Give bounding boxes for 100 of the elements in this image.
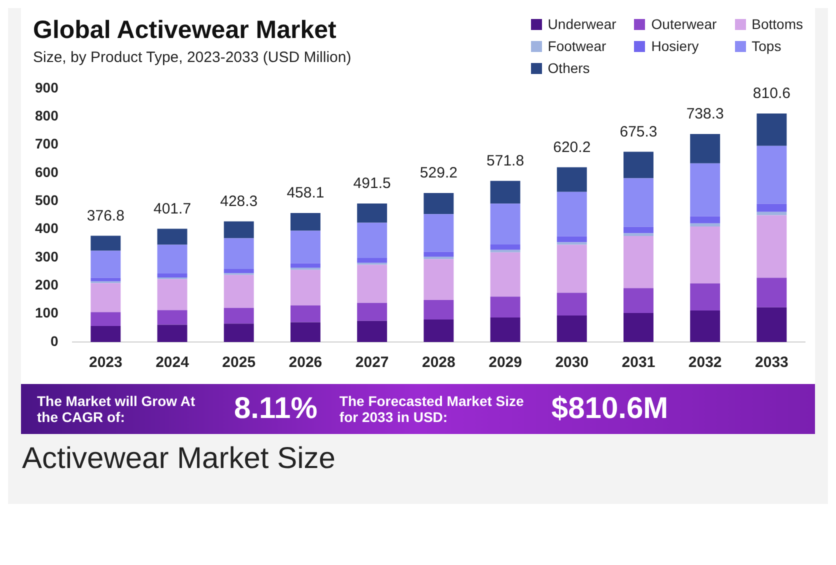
total-label: 620.2 (553, 138, 591, 156)
total-label: 458.1 (286, 184, 324, 202)
x-tick-label: 2027 (355, 354, 389, 372)
y-tick-label: 700 (35, 136, 59, 152)
bar (157, 274, 188, 278)
legend-label: Underwear (548, 16, 616, 32)
bar (357, 258, 388, 263)
bar (157, 324, 188, 342)
chart-subtitle: Size, by Product Type, 2023-2033 (USD Million) (33, 49, 352, 66)
total-label: 376.8 (86, 207, 124, 224)
total-label: 428.3 (220, 193, 258, 210)
bar (690, 310, 720, 342)
y-tick-label: 200 (35, 276, 59, 293)
bar (157, 310, 188, 325)
y-tick-label: 0 (50, 332, 59, 349)
bar (756, 204, 787, 212)
bar (624, 178, 654, 227)
y-tick-label: 800 (35, 107, 59, 124)
bar (690, 226, 720, 284)
bar (556, 236, 587, 242)
bar (224, 238, 254, 270)
bar (90, 312, 121, 326)
x-tick-label: 2023 (88, 354, 122, 372)
total-label: 529.2 (420, 164, 458, 182)
y-tick-label: 100 (35, 304, 59, 321)
text: The Forecasted Market Size for 2033 in USD: (339, 393, 525, 425)
bar (490, 317, 520, 342)
bar (756, 113, 787, 146)
bar (424, 214, 454, 252)
bar (624, 288, 654, 313)
bar (756, 278, 787, 308)
bar (556, 316, 587, 342)
bar (490, 204, 520, 245)
bar (290, 322, 320, 342)
total-label: 401.7 (153, 200, 192, 218)
bar (490, 252, 520, 297)
bar (556, 244, 587, 293)
bar (624, 236, 654, 288)
y-tick-label: 600 (35, 164, 59, 180)
bar (90, 278, 121, 282)
y-tick-label: 300 (35, 248, 59, 264)
legend-label: Footwear (548, 38, 606, 54)
bar (357, 302, 388, 321)
x-tick-label: 2024 (156, 354, 190, 372)
bar (224, 308, 254, 324)
bar (224, 274, 254, 308)
text: Activewear Market Size (21, 441, 336, 477)
legend-label: Outerwear (651, 16, 717, 32)
x-tick-label: 2026 (288, 354, 322, 372)
legend-label: Tops (752, 38, 782, 54)
bar (556, 242, 587, 245)
bar (224, 221, 254, 238)
y-tick-label: 400 (35, 220, 59, 236)
bar (424, 259, 454, 300)
bar (556, 167, 587, 192)
bar (157, 279, 188, 310)
text: The Market will Grow At the CAGR of: (37, 393, 196, 425)
bar (90, 326, 121, 342)
bar (157, 244, 188, 274)
bar (690, 134, 720, 164)
bar (490, 244, 520, 250)
bar (624, 233, 654, 236)
bar (357, 320, 388, 342)
bar (756, 146, 787, 204)
chart-title: Global Activewear Market (33, 16, 338, 45)
bar (556, 292, 587, 316)
total-label: 571.8 (486, 152, 524, 170)
bar (290, 263, 320, 268)
bar (756, 215, 787, 278)
bar (490, 250, 520, 252)
bar (290, 212, 320, 231)
legend-label: Hosiery (651, 38, 699, 54)
text: $810.6M (551, 392, 668, 426)
legend-label: Others (548, 60, 590, 76)
legend-label: Bottoms (752, 16, 803, 32)
bar (624, 312, 654, 342)
bar (290, 230, 320, 264)
bar (90, 283, 121, 312)
total-label: 738.3 (686, 106, 724, 123)
bar (424, 252, 454, 257)
x-tick-label: 2028 (422, 354, 456, 372)
bar (290, 270, 320, 306)
bar (624, 152, 654, 178)
y-tick-label: 500 (35, 192, 59, 208)
bar (690, 283, 720, 310)
bar (756, 307, 787, 342)
x-tick-label: 2031 (622, 354, 656, 372)
bar (624, 226, 654, 234)
bar (690, 223, 720, 226)
bar (224, 324, 254, 342)
bar (357, 204, 388, 223)
bar (424, 300, 454, 320)
bar (424, 319, 454, 342)
bar (690, 163, 720, 216)
bar (490, 296, 520, 318)
bar (357, 264, 388, 303)
bar (224, 269, 254, 274)
total-label: 810.6 (752, 85, 790, 102)
bar (690, 216, 720, 224)
total-label: 675.3 (620, 123, 658, 140)
